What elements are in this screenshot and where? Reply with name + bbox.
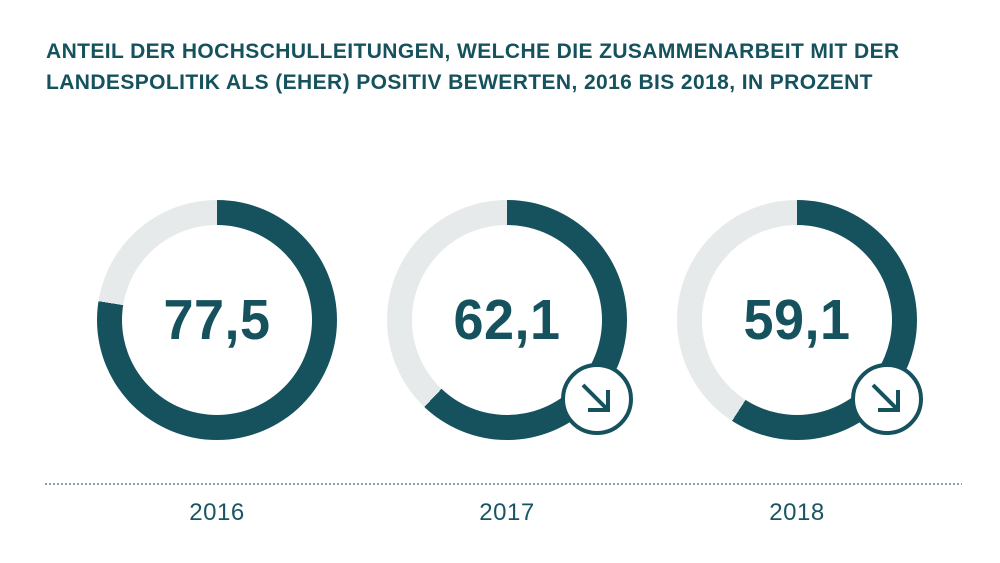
year-axis-row: 2016 2017 2018 [97, 499, 917, 527]
donut-value-2017: 62,1 [453, 288, 561, 352]
donut-value-2018: 59,1 [743, 288, 851, 352]
trend-down-badge [561, 363, 633, 435]
year-label-2016: 2016 [189, 499, 245, 526]
donut-2017: 62,1 [387, 200, 633, 440]
donut-hole-2016: 77,5 [122, 225, 312, 415]
year-label-2018: 2018 [769, 499, 825, 526]
donut-2018: 59,1 [677, 200, 923, 440]
year-label-2017: 2017 [479, 499, 535, 526]
donut-2016: 77,5 [97, 200, 337, 440]
chart-title: ANTEIL DER HOCHSCHULLEITUNGEN, WELCHE DI… [46, 36, 926, 98]
donut-chart-row: 77,5 62,1 59,1 [97, 200, 923, 440]
trend-down-badge [851, 363, 923, 435]
dotted-axis-line [45, 483, 962, 485]
chart-title-line-2: LANDESPOLITIK ALS (EHER) POSITIV BEWERTE… [46, 71, 873, 94]
arrow-down-right-icon [565, 367, 629, 431]
donut-value-2016: 77,5 [163, 288, 271, 352]
arrow-down-right-icon [855, 367, 919, 431]
chart-title-line-1: ANTEIL DER HOCHSCHULLEITUNGEN, WELCHE DI… [46, 40, 900, 63]
